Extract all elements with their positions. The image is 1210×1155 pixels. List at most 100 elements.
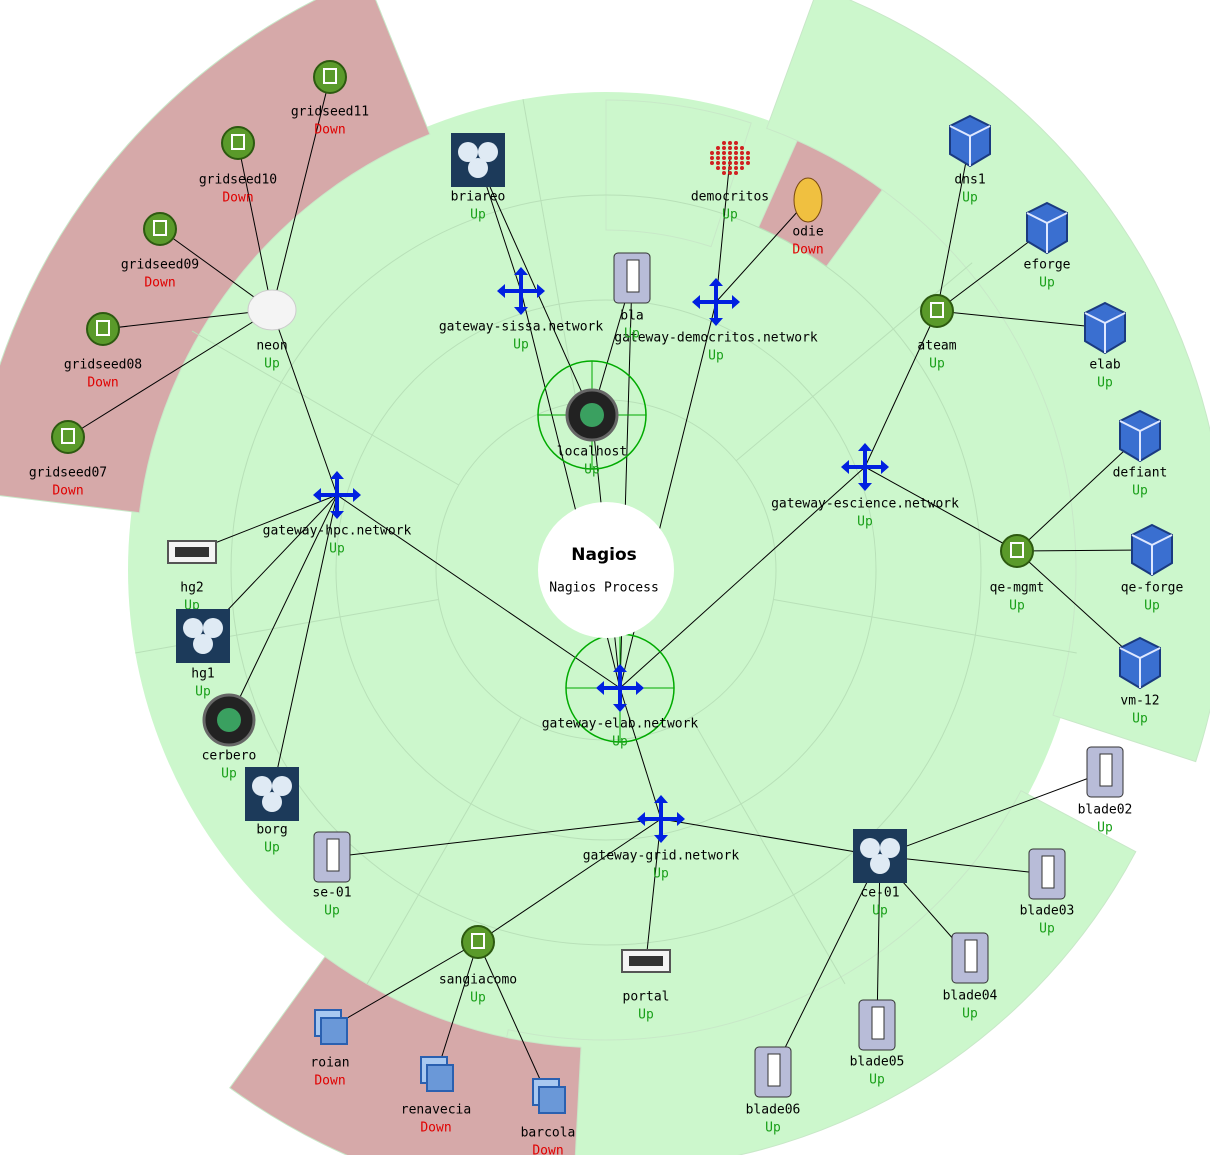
sphere-icon: [217, 708, 241, 732]
dots-icon: [734, 151, 738, 155]
host-status: Up: [869, 1073, 885, 1088]
dots-icon: [722, 171, 726, 175]
server-icon: [627, 260, 639, 292]
server-icon: [965, 940, 977, 972]
host-label: gateway-escience.network: [771, 497, 959, 512]
host-status: Up: [329, 542, 345, 557]
host-status: Down: [792, 243, 823, 258]
dots-icon: [728, 161, 732, 165]
host-label: democritos: [691, 190, 769, 205]
vm-icon: [427, 1065, 453, 1091]
host-status: Up: [929, 357, 945, 372]
host-status: Up: [195, 685, 211, 700]
host-label: barcola: [521, 1126, 576, 1141]
ssh-icon: [175, 547, 209, 557]
host-status: Up: [765, 1121, 781, 1136]
host-status: Up: [962, 191, 978, 206]
server-icon: [768, 1054, 780, 1086]
host-status: Down: [144, 276, 175, 291]
host-status: Up: [324, 904, 340, 919]
dots-icon: [740, 166, 744, 170]
host-status: Up: [470, 991, 486, 1006]
host-status: Up: [624, 327, 640, 342]
server-icon: [1100, 754, 1112, 786]
host-status: Down: [52, 484, 83, 499]
dots-icon: [728, 141, 732, 145]
host-label: dns1: [954, 173, 985, 188]
dots-icon: [728, 151, 732, 155]
host-status: Down: [87, 376, 118, 391]
dots-icon: [722, 161, 726, 165]
router-icon: [87, 313, 119, 345]
dots-icon: [716, 151, 720, 155]
host-label: vm-12: [1120, 694, 1159, 709]
dots-icon: [740, 146, 744, 150]
dots-icon: [716, 146, 720, 150]
host-status: Up: [584, 463, 600, 478]
host-status: Up: [221, 767, 237, 782]
host-label: gridseed11: [291, 105, 369, 120]
host-status: Up: [264, 841, 280, 856]
dots-icon: [734, 141, 738, 145]
center-label: Nagios Process: [549, 581, 659, 596]
host-status: Up: [1144, 599, 1160, 614]
dots-icon: [734, 146, 738, 150]
host-label: gateway-elab.network: [542, 717, 699, 732]
host-status: Down: [532, 1144, 563, 1155]
hex-icon: [262, 792, 282, 812]
host-label: ateam: [917, 339, 956, 354]
host-label: gateway-grid.network: [583, 849, 740, 864]
host-status: Up: [857, 515, 873, 530]
host-label: blade05: [850, 1055, 905, 1070]
dots-icon: [746, 161, 750, 165]
host-label: odie: [792, 225, 823, 240]
dots-icon: [710, 156, 714, 160]
host-label: bla: [620, 309, 643, 324]
sphere-icon: [580, 403, 604, 427]
host-status: Up: [513, 338, 529, 353]
host-status: Up: [653, 867, 669, 882]
dots-icon: [734, 171, 738, 175]
host-status: Up: [1097, 821, 1113, 836]
dots-icon: [716, 166, 720, 170]
dots-icon: [728, 171, 732, 175]
dots-icon: [722, 141, 726, 145]
host-label: blade03: [1020, 904, 1075, 919]
hex-icon: [193, 634, 213, 654]
host-label: elab: [1089, 358, 1120, 373]
host-label: sangiacomo: [439, 973, 517, 988]
host-label: gateway-sissa.network: [439, 320, 604, 335]
host-status: Down: [314, 123, 345, 138]
dots-icon: [722, 166, 726, 170]
dots-icon: [734, 166, 738, 170]
host-status: Up: [722, 208, 738, 223]
vm-icon: [321, 1018, 347, 1044]
host-label: gridseed07: [29, 466, 107, 481]
host-status: Up: [470, 208, 486, 223]
host-status: Up: [1132, 712, 1148, 727]
router-icon: [222, 127, 254, 159]
host-label: gridseed08: [64, 358, 142, 373]
center-disc: [538, 502, 674, 638]
cloud-icon: [248, 290, 296, 330]
host-status: Up: [872, 904, 888, 919]
host-status: Up: [1009, 599, 1025, 614]
router-icon: [314, 61, 346, 93]
host-label: defiant: [1113, 466, 1168, 481]
host-status: Up: [612, 735, 628, 750]
host-label: localhost: [557, 445, 627, 460]
host-label: portal: [623, 990, 670, 1005]
host-label: ce-01: [860, 886, 899, 901]
host-label: blade06: [746, 1103, 801, 1118]
host-status: Up: [1039, 922, 1055, 937]
host-status: Up: [1039, 276, 1055, 291]
host-label: cerbero: [202, 749, 257, 764]
host-status: Down: [420, 1121, 451, 1136]
dots-icon: [728, 166, 732, 170]
host-status: Up: [1097, 376, 1113, 391]
server-icon: [327, 839, 339, 871]
router-icon: [52, 421, 84, 453]
router-icon: [144, 213, 176, 245]
host-label: hg1: [191, 667, 214, 682]
